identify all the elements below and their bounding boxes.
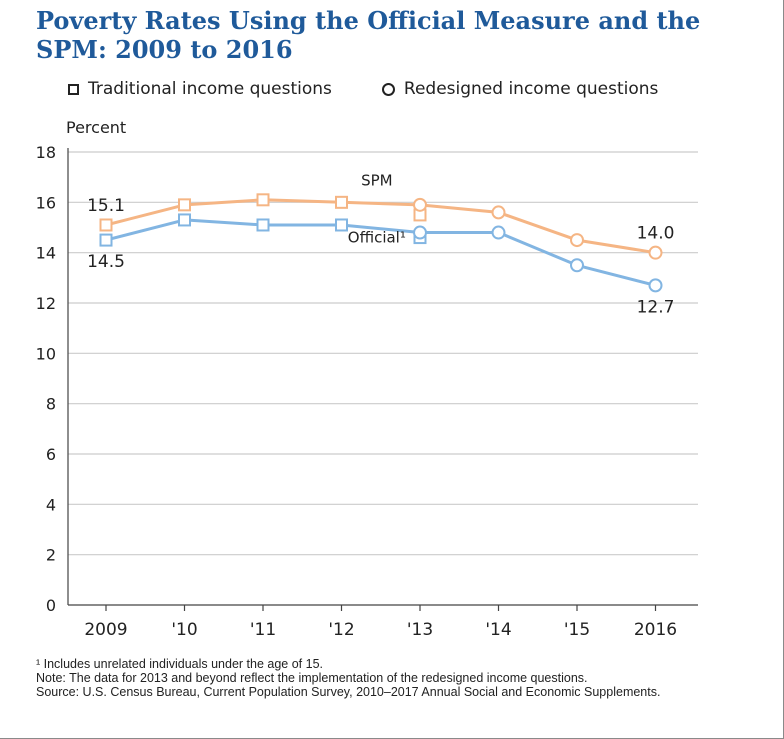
legend-label-redesigned: Redesigned income questions [403,79,659,99]
data-point-traditional-spm [335,195,348,209]
x-tick-label: '14 [485,620,511,640]
data-point-redesigned-spm [491,205,506,220]
legend-item-redesigned: Redesigned income questions [381,79,659,99]
y-tick-label: 10 [36,344,56,363]
legend-label-traditional: Traditional income questions [88,79,332,99]
y-tick-label: 12 [36,294,56,313]
x-tick-label: '10 [171,620,197,640]
data-point-traditional-spm [178,198,191,212]
footnote: ¹ Includes unrelated individuals under t… [36,657,323,671]
data-point-redesigned-spm [413,197,427,212]
y-tick-label: 14 [36,244,56,263]
data-point-traditional-official [335,218,348,232]
square-marker-icon [68,83,79,95]
y-tick-label: 8 [46,395,56,414]
x-tick-label: '12 [328,620,354,640]
y-tick-label: 2 [46,546,56,565]
data-point-redesigned-official [570,258,584,273]
data-point-traditional-official [256,218,270,232]
data-point-traditional-spm [99,218,113,232]
data-point-redesigned-spm [570,233,584,248]
circle-marker-icon [381,82,395,96]
y-tick-label: 16 [36,193,56,212]
chart-notes: ¹ Includes unrelated individuals under t… [36,657,776,699]
y-tick-label: 6 [46,445,56,464]
series-line-official [105,218,656,287]
data-label: 14.5 [87,252,125,272]
source-text: Source: U.S. Census Bureau, Current Popu… [36,685,661,699]
data-point-redesigned-official [491,225,506,240]
data-label: 15.1 [87,196,125,216]
x-tick-label: '11 [250,620,276,640]
x-tick-label: '15 [564,620,590,640]
data-point-traditional-official [178,213,191,227]
series-label-spm: SPM [361,171,393,189]
data-label: 14.0 [637,224,675,244]
data-point-redesigned-official [413,225,427,240]
legend: Traditional income questions Redesigned … [68,78,658,100]
line-chart: Percent 0 2 4 6 8 10 12 14 16 18 2009 '10 '11 '12 '13 '1… [36,118,698,640]
chart-title: Poverty Rates Using the Official Measure… [36,6,701,64]
data-point-redesigned-official [648,278,663,293]
note-text: Note: The data for 2013 and beyond refle… [36,671,588,685]
x-tick-label: 2016 [634,620,677,640]
data-point-traditional-official [99,233,113,247]
y-tick-label: 0 [46,596,56,615]
series-label-official: Official¹ [348,229,406,247]
data-label: 12.7 [637,297,675,317]
y-axis-title: Percent [66,118,126,137]
data-point-redesigned-spm [648,245,663,260]
x-tick-label: 2009 [84,620,127,640]
series-line-spm [105,198,656,255]
legend-item-traditional: Traditional income questions [68,79,332,99]
x-tick-label: '13 [407,620,433,640]
y-tick-label: 4 [46,495,56,514]
y-tick-label: 18 [36,143,56,162]
data-point-traditional-spm [256,193,270,207]
